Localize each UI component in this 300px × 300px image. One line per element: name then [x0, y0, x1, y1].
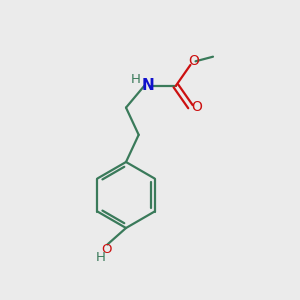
Text: O: O: [192, 100, 203, 114]
Text: H: H: [96, 250, 106, 264]
Text: H: H: [131, 73, 141, 86]
Text: O: O: [188, 54, 199, 68]
Text: N: N: [142, 78, 154, 93]
Text: O: O: [101, 243, 112, 256]
